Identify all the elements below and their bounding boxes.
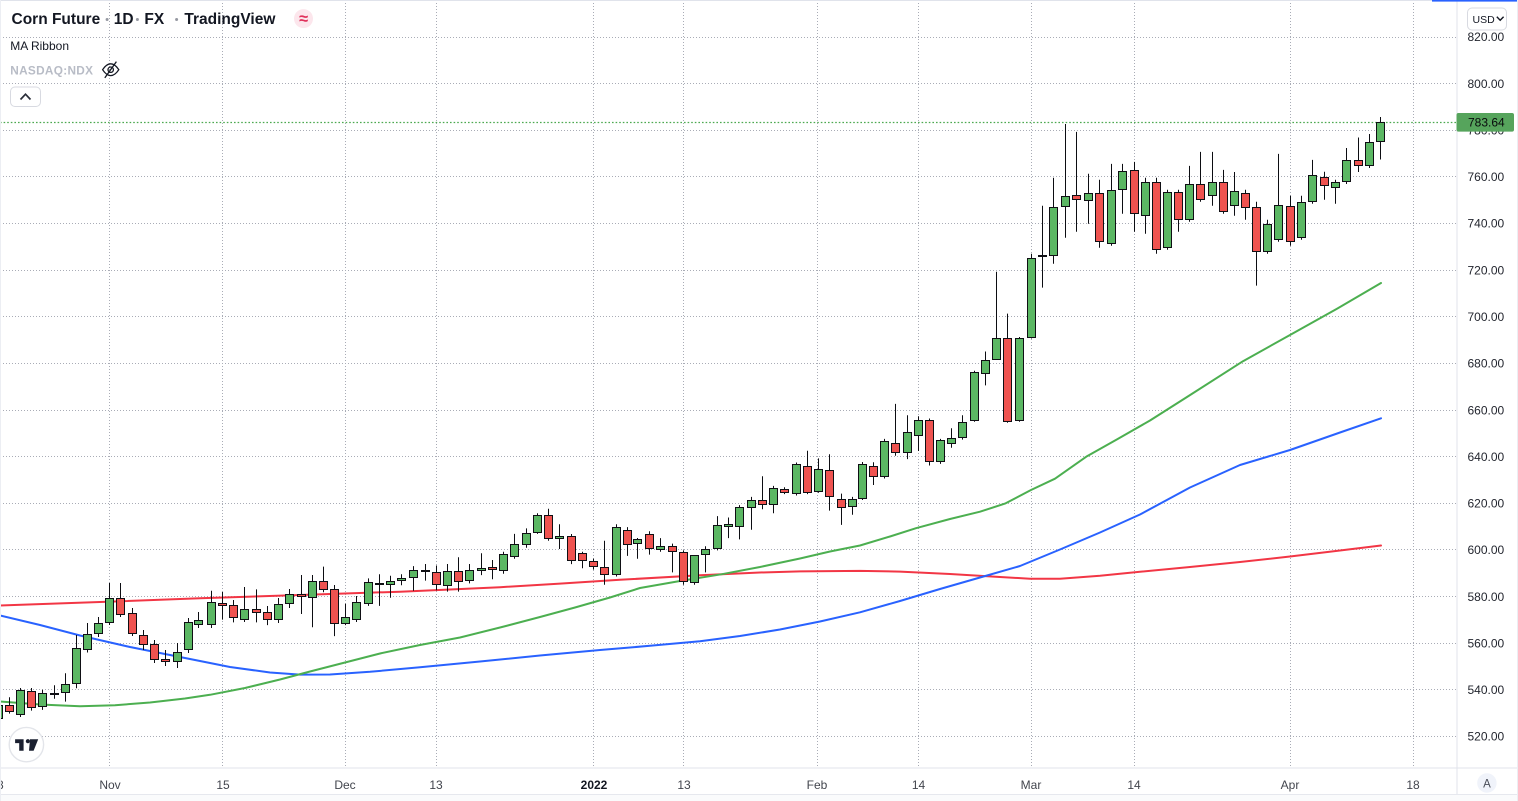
svg-text:740.00: 740.00	[1468, 217, 1505, 231]
svg-text:800.00: 800.00	[1468, 77, 1505, 91]
svg-text:Mar: Mar	[1021, 778, 1042, 792]
svg-text:Feb: Feb	[807, 778, 828, 792]
svg-text:2022: 2022	[581, 778, 608, 792]
svg-text:Dec: Dec	[334, 778, 355, 792]
svg-text:620.00: 620.00	[1468, 497, 1505, 511]
svg-text:760.00: 760.00	[1468, 170, 1505, 184]
svg-text:13: 13	[677, 778, 691, 792]
svg-text:700.00: 700.00	[1468, 310, 1505, 324]
svg-text:18: 18	[1406, 778, 1420, 792]
svg-text:660.00: 660.00	[1468, 403, 1505, 417]
svg-text:FX: FX	[144, 11, 164, 28]
svg-text:Apr: Apr	[1281, 778, 1300, 792]
svg-text:540.00: 540.00	[1468, 683, 1505, 697]
svg-text:783.64: 783.64	[1468, 116, 1505, 130]
svg-text:640.00: 640.00	[1468, 450, 1505, 464]
svg-text:Corn Future: Corn Future	[12, 11, 101, 28]
svg-text:Nov: Nov	[99, 778, 120, 792]
svg-text:720.00: 720.00	[1468, 263, 1505, 277]
svg-text:1D: 1D	[114, 11, 134, 28]
svg-text:A: A	[1483, 778, 1491, 790]
svg-text:560.00: 560.00	[1468, 636, 1505, 650]
svg-text:13: 13	[429, 778, 443, 792]
svg-text:NASDAQ:NDX: NASDAQ:NDX	[10, 64, 93, 78]
svg-text:600.00: 600.00	[1468, 543, 1505, 557]
svg-text:14: 14	[1127, 778, 1141, 792]
svg-text:18: 18	[0, 778, 4, 792]
svg-text:820.00: 820.00	[1468, 30, 1505, 44]
svg-text:MA Ribbon: MA Ribbon	[10, 39, 69, 53]
svg-text:580.00: 580.00	[1468, 590, 1505, 604]
svg-text:14: 14	[912, 778, 926, 792]
svg-text:USD: USD	[1473, 14, 1496, 26]
svg-text:≈: ≈	[299, 10, 308, 28]
svg-text:680.00: 680.00	[1468, 357, 1505, 371]
svg-text:15: 15	[216, 778, 230, 792]
svg-text:520.00: 520.00	[1468, 730, 1505, 744]
svg-text:TradingView: TradingView	[184, 11, 276, 28]
